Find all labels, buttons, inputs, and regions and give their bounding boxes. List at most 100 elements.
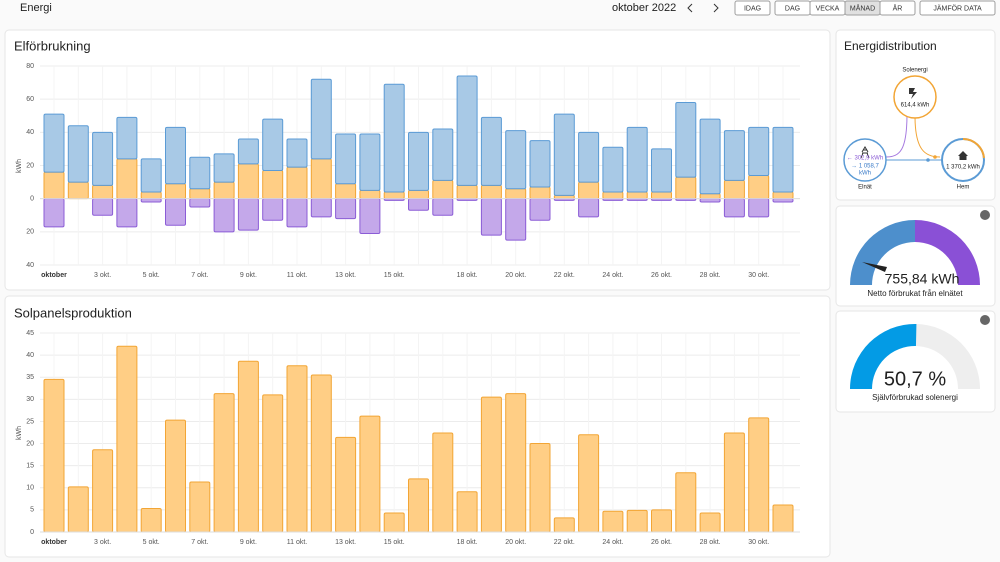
period[interactable]: oktober 2022 [612, 2, 676, 14]
gauge-arc [850, 324, 917, 389]
gauge-value: 50,7 % [884, 368, 946, 390]
node-value: 1 370,2 kWh [946, 165, 980, 171]
bar [213, 153, 235, 183]
x-tick-label: 11 okt. [287, 539, 308, 546]
prev[interactable] [687, 3, 693, 13]
y-axis-label: kWh [16, 159, 23, 173]
flow-dot [926, 158, 930, 162]
flow-line [885, 113, 908, 158]
bar [140, 191, 162, 200]
y-tick-label: 20 [26, 229, 34, 236]
bar [699, 193, 721, 200]
info-icon[interactable] [980, 315, 990, 325]
x-tick-label: 30 okt. [748, 539, 769, 546]
bar [699, 118, 721, 195]
y-tick-label: 25 [26, 418, 34, 425]
period-button[interactable] [919, 0, 996, 16]
y-axis-label: kWh [16, 426, 23, 440]
bar [92, 449, 114, 533]
bar [602, 146, 624, 193]
x-tick-label: 22 okt. [554, 539, 575, 546]
bar [359, 415, 381, 533]
grid-in-unit: kWh [859, 171, 871, 177]
bar [723, 432, 745, 533]
bar [116, 158, 138, 200]
x-tick-label: 20 okt. [505, 272, 526, 279]
bar [165, 126, 186, 185]
period-button-label[interactable]: ÅR [893, 3, 903, 12]
bar [602, 510, 624, 533]
info-icon[interactable] [980, 210, 990, 220]
solar-node [893, 75, 937, 119]
gauge-value: 755,84 kWh [885, 271, 960, 287]
grid-in: → 1 058,7 [851, 164, 879, 170]
home-ring [962, 137, 985, 159]
bar [67, 486, 89, 533]
x-tick-label: 26 okt. [651, 539, 672, 546]
y-tick-label: 15 [26, 463, 34, 470]
bar [553, 517, 575, 533]
bar [578, 198, 600, 218]
solar-icon [909, 88, 917, 99]
y-tick-label: 5 [30, 507, 34, 514]
bar [675, 472, 697, 533]
x-tick-label: oktober [41, 539, 67, 546]
y-tick-label: 30 [26, 396, 34, 403]
bar [578, 181, 600, 200]
period-button[interactable] [734, 0, 771, 16]
bar [335, 436, 357, 533]
bar [262, 394, 284, 533]
x-tick-label: 22 okt. [554, 272, 575, 279]
bar [335, 183, 357, 200]
x-tick-label: 5 okt. [143, 272, 160, 279]
bar [43, 113, 65, 173]
bar [213, 393, 235, 533]
period-button-label[interactable]: IDAG [744, 5, 761, 12]
bar [651, 148, 672, 193]
bar [408, 478, 429, 533]
bar [772, 504, 794, 533]
bar [116, 116, 138, 160]
bar [43, 378, 65, 533]
bar [116, 345, 138, 533]
bar [286, 166, 308, 200]
bar [67, 181, 89, 200]
x-tick-label: 9 okt. [240, 272, 257, 279]
x-tick-label: 18 okt. [457, 272, 478, 279]
x-tick-label: 13 okt. [335, 272, 356, 279]
bar [116, 198, 138, 228]
card-title: Energidistribution [844, 39, 937, 53]
y-tick-label: 60 [26, 96, 34, 103]
x-tick-label: 3 okt. [94, 539, 111, 546]
period-button-label[interactable]: JÄMFÖR DATA [933, 4, 982, 12]
x-tick-label: 18 okt. [457, 539, 478, 546]
period-button-label[interactable]: VECKA [816, 5, 840, 12]
bar [237, 198, 259, 231]
gauge-arc [850, 220, 915, 285]
grid-out: ← 302,9 kWh [847, 156, 883, 162]
bar [675, 101, 697, 178]
x-tick-label: 24 okt. [602, 539, 623, 546]
bar [286, 365, 308, 533]
period-button-label[interactable]: MÅNAD [850, 3, 875, 12]
node-value: 614,4 kWh [901, 103, 930, 109]
bar [553, 113, 575, 196]
bar [748, 174, 770, 200]
period-button-label[interactable]: DAG [785, 5, 800, 12]
bar [675, 176, 697, 200]
bar [432, 432, 454, 533]
bar [310, 198, 332, 218]
y-tick-label: 20 [26, 162, 34, 169]
bar [626, 191, 648, 200]
bar [140, 158, 162, 193]
bar [602, 191, 624, 200]
x-tick-label: 28 okt. [700, 272, 721, 279]
bar [165, 198, 186, 226]
x-tick-label: 7 okt. [191, 539, 208, 546]
next[interactable] [713, 3, 719, 13]
bar [456, 184, 478, 200]
y-tick-label: 40 [26, 262, 34, 269]
y-tick-label: 10 [26, 485, 34, 492]
period-button[interactable] [879, 0, 916, 16]
